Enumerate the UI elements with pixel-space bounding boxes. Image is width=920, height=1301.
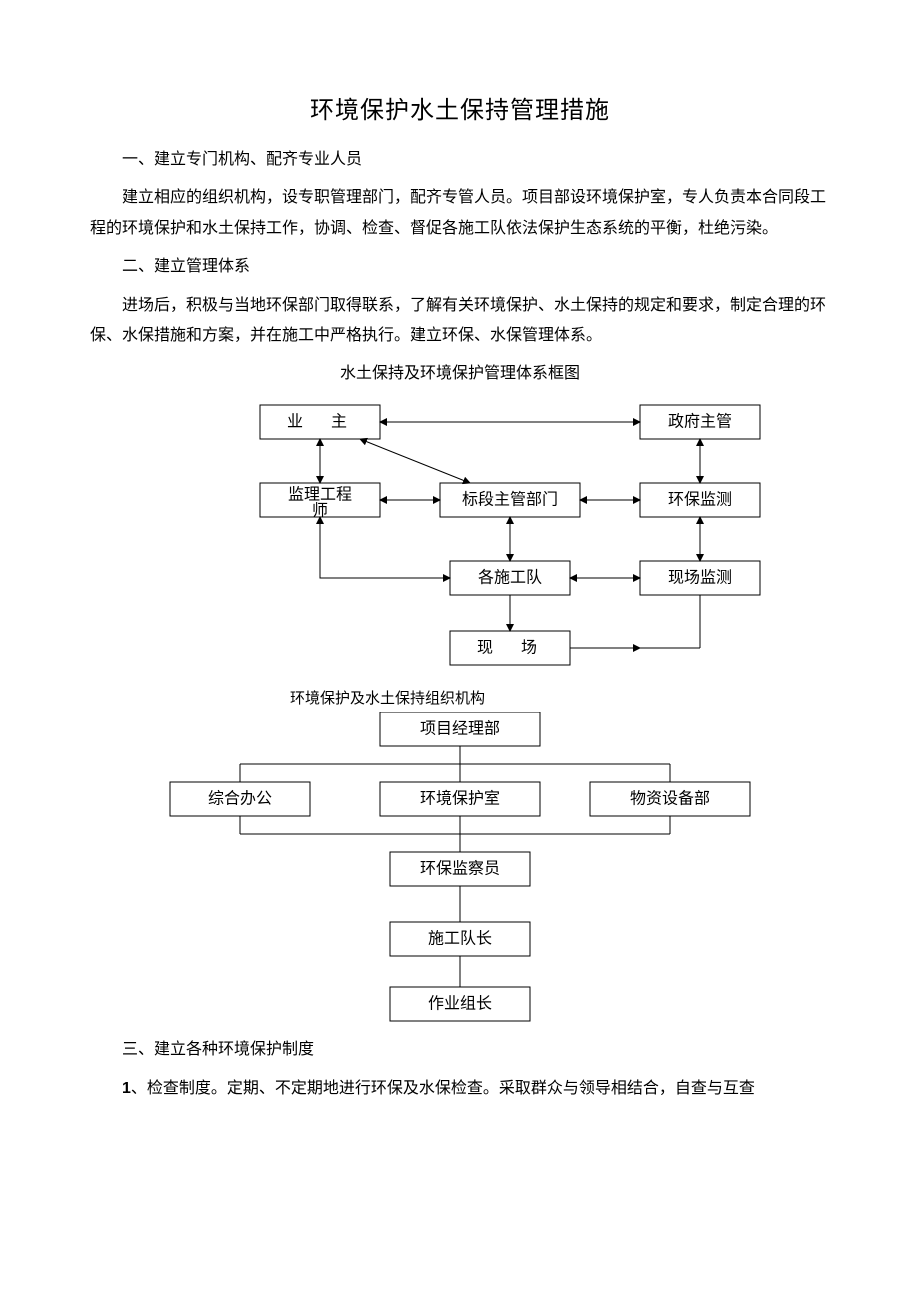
node-gov-label: 政府主管	[668, 413, 732, 431]
edge-owner-dept	[360, 439, 470, 483]
node-leader-label: 作业组长	[428, 995, 492, 1013]
node-envroom-label: 环境保护室	[420, 789, 500, 808]
node-teams-label: 各施工队	[478, 569, 542, 587]
page: 环境保护水土保持管理措施 一、建立专门机构、配齐专业人员 建立相应的组织机构，设…	[0, 0, 920, 1160]
section-2-head: 二、建立管理体系	[122, 252, 830, 282]
chart2-svg: 项目经理部 综合办公 环境保护室 物资设备部 环保监察员 施工队长 作业组长	[130, 712, 790, 1027]
chart2-caption: 环境保护及水土保持组织机构	[290, 687, 830, 708]
node-insp-label: 环保监察员	[420, 860, 500, 878]
node-sitemon-label: 现场监测	[668, 569, 732, 587]
section-3-head: 三、建立各种环境保护制度	[122, 1035, 830, 1065]
node-dept-label: 标段主管部门	[462, 491, 558, 509]
section-2-para: 进场后，积极与当地环保部门取得联系，了解有关环境保护、水土保持的规定和要求，制定…	[90, 291, 830, 352]
node-owner-label: 业 主	[287, 413, 353, 431]
section-1-para: 建立相应的组织机构，设专职管理部门，配齐专管人员。项目部设环境保护室，专人负责本…	[90, 183, 830, 244]
node-envmon-label: 环保监测	[668, 491, 732, 509]
node-team-label: 施工队长	[428, 930, 492, 948]
node-office-label: 综合办公	[208, 790, 272, 808]
node-site-label: 现 场	[477, 639, 543, 657]
chart1-svg: 业 主 政府主管 监理工程 师 标段主管部门 环保监测 各施工队 现场监测 现 …	[150, 395, 770, 685]
s3-text: 、检查制度。定期、不定期地进行环保及水保检查。采取群众与领导相结合，自查与互查	[131, 1080, 755, 1097]
edge-supv-teams	[320, 517, 450, 578]
chart1-caption: 水土保持及环境保护管理体系框图	[90, 359, 830, 383]
doc-title: 环境保护水土保持管理措施	[90, 90, 830, 125]
section-3-para: 1、检查制度。定期、不定期地进行环保及水保检查。采取群众与领导相结合，自查与互查	[90, 1074, 830, 1104]
node-supv-sub: 师	[312, 502, 328, 520]
section-1-head: 一、建立专门机构、配齐专业人员	[122, 145, 830, 175]
node-supv-label: 监理工程	[288, 486, 352, 504]
node-pm-label: 项目经理部	[420, 720, 500, 738]
node-equip-label: 物资设备部	[630, 790, 710, 808]
